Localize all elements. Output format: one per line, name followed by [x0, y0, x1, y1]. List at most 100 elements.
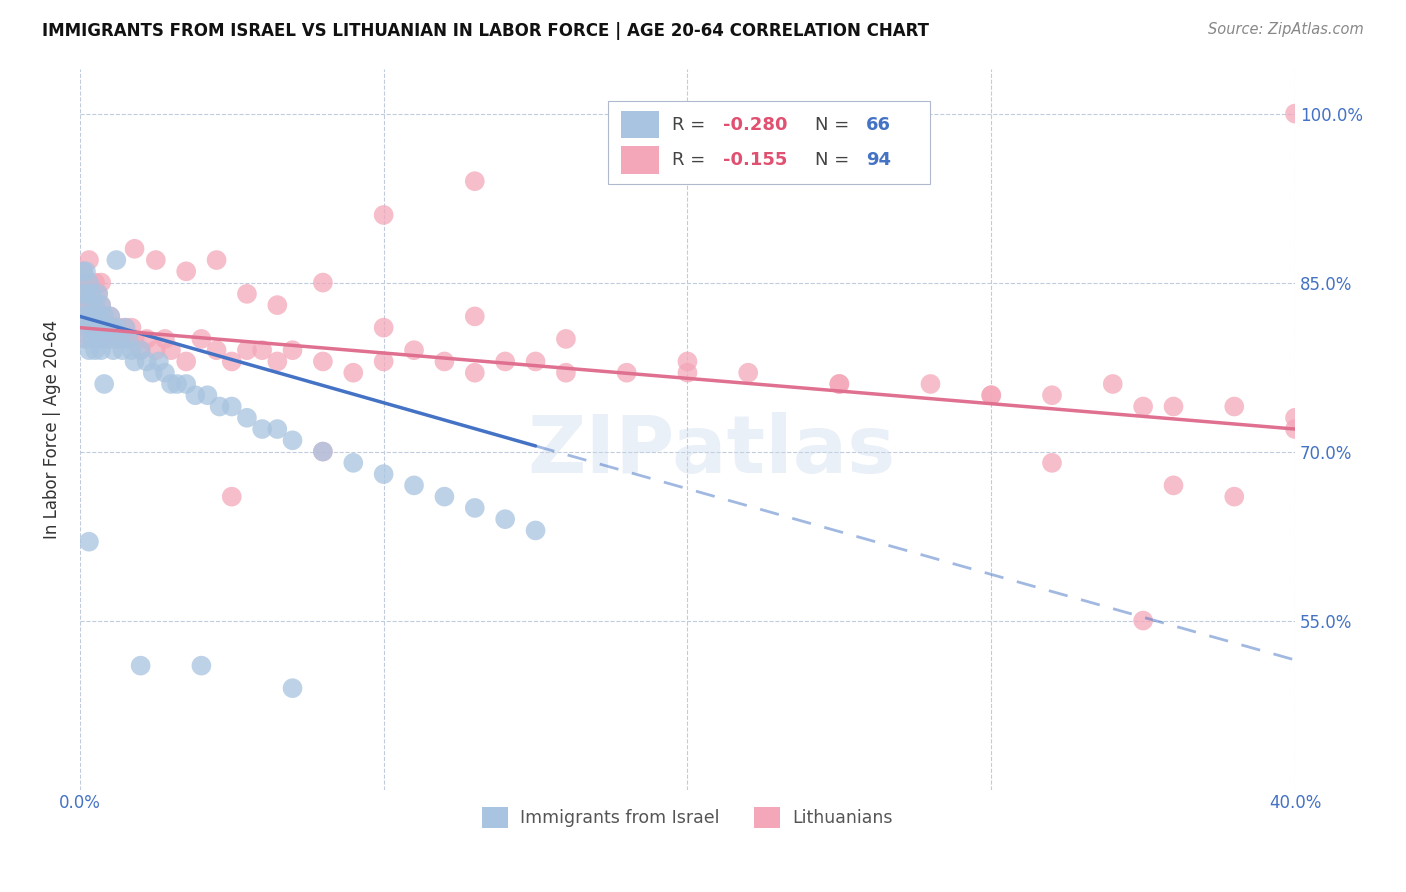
Point	[124, 242, 146, 256]
Point	[72, 310, 94, 324]
Point	[75, 264, 97, 278]
Point	[77, 298, 100, 312]
Point	[108, 320, 131, 334]
Point	[93, 310, 115, 324]
Point	[281, 681, 304, 695]
Point	[524, 524, 547, 538]
Point	[77, 320, 100, 334]
Point	[555, 332, 578, 346]
Point	[342, 366, 364, 380]
Point	[1040, 456, 1063, 470]
Point	[205, 253, 228, 268]
Point	[166, 376, 188, 391]
Point	[402, 343, 425, 358]
Point	[464, 366, 486, 380]
Point	[90, 298, 112, 312]
Text: 66: 66	[866, 116, 891, 134]
Point	[87, 310, 110, 324]
Point	[250, 422, 273, 436]
Point	[174, 376, 197, 391]
Point	[737, 366, 759, 380]
Point	[160, 343, 183, 358]
Point	[373, 354, 395, 368]
Point	[555, 366, 578, 380]
Point	[80, 310, 103, 324]
Point	[153, 332, 176, 346]
Point	[616, 366, 638, 380]
Point	[828, 376, 851, 391]
Point	[93, 310, 115, 324]
Text: -0.280: -0.280	[723, 116, 787, 134]
Point	[373, 208, 395, 222]
Point	[105, 332, 128, 346]
Text: N =: N =	[815, 116, 855, 134]
Point	[84, 343, 107, 358]
Point	[80, 332, 103, 346]
Point	[373, 320, 395, 334]
Point	[111, 343, 134, 358]
Text: -0.155: -0.155	[723, 151, 787, 169]
Point	[153, 366, 176, 380]
Point	[281, 434, 304, 448]
Point	[221, 354, 243, 368]
Point	[129, 343, 152, 358]
Point	[77, 276, 100, 290]
Point	[87, 332, 110, 346]
Point	[1040, 388, 1063, 402]
Point	[96, 320, 118, 334]
Point	[75, 332, 97, 346]
Point	[312, 354, 335, 368]
Point	[90, 276, 112, 290]
Point	[93, 376, 115, 391]
Point	[98, 332, 121, 346]
Point	[80, 332, 103, 346]
Point	[114, 320, 136, 334]
Point	[72, 310, 94, 324]
Point	[148, 354, 170, 368]
Point	[72, 264, 94, 278]
Point	[87, 286, 110, 301]
Point	[266, 298, 288, 312]
Point	[1223, 490, 1246, 504]
Point	[98, 332, 121, 346]
Point	[111, 332, 134, 346]
Point	[129, 658, 152, 673]
Point	[524, 354, 547, 368]
Point	[93, 332, 115, 346]
Point	[221, 400, 243, 414]
Point	[121, 320, 143, 334]
Point	[80, 310, 103, 324]
Point	[87, 310, 110, 324]
Point	[464, 174, 486, 188]
Point	[494, 354, 516, 368]
Point	[190, 658, 212, 673]
Point	[90, 320, 112, 334]
Point	[266, 422, 288, 436]
Point	[174, 264, 197, 278]
Point	[184, 388, 207, 402]
Point	[75, 310, 97, 324]
Point	[135, 332, 157, 346]
Point	[1223, 400, 1246, 414]
Point	[75, 286, 97, 301]
Point	[236, 410, 259, 425]
Point	[464, 500, 486, 515]
Point	[93, 332, 115, 346]
Text: R =: R =	[672, 151, 710, 169]
Point	[98, 310, 121, 324]
Point	[90, 298, 112, 312]
Point	[676, 366, 699, 380]
Point	[221, 490, 243, 504]
FancyBboxPatch shape	[609, 101, 931, 184]
Point	[980, 388, 1002, 402]
Point	[828, 376, 851, 391]
Text: IMMIGRANTS FROM ISRAEL VS LITHUANIAN IN LABOR FORCE | AGE 20-64 CORRELATION CHAR: IMMIGRANTS FROM ISRAEL VS LITHUANIAN IN …	[42, 22, 929, 40]
Point	[84, 298, 107, 312]
Point	[96, 320, 118, 334]
Point	[80, 286, 103, 301]
Point	[145, 253, 167, 268]
Point	[90, 343, 112, 358]
Point	[77, 343, 100, 358]
Point	[676, 354, 699, 368]
Point	[84, 276, 107, 290]
